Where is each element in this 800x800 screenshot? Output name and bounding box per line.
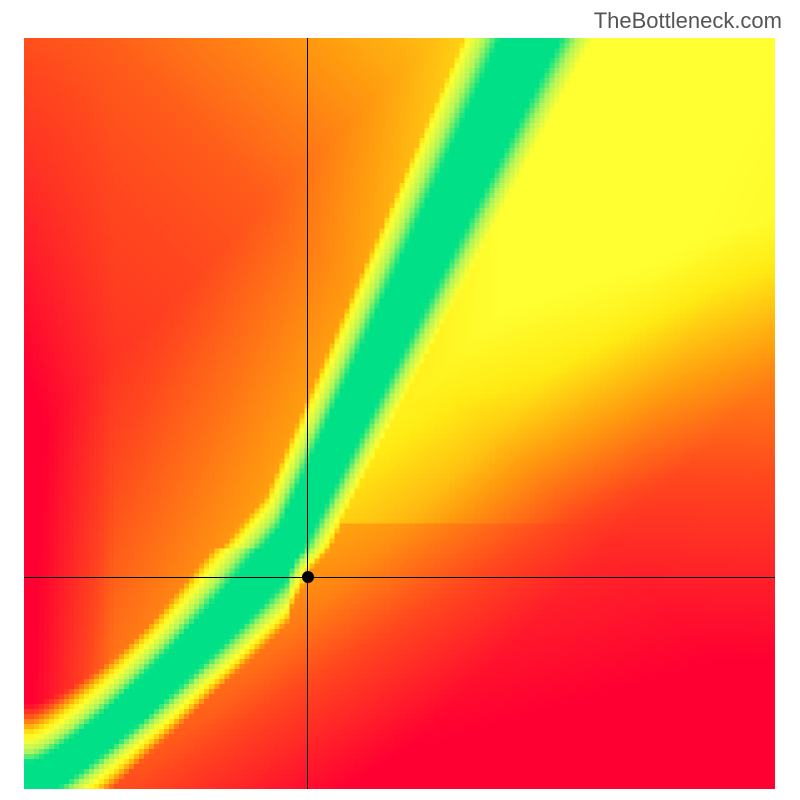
crosshair-point: [302, 571, 314, 583]
watermark-text: TheBottleneck.com: [594, 8, 782, 34]
crosshair-horizontal: [24, 577, 775, 578]
chart-container: TheBottleneck.com: [0, 0, 800, 800]
heatmap-canvas: [24, 38, 775, 789]
crosshair-vertical: [307, 38, 308, 789]
heatmap-plot-area: [24, 38, 775, 789]
